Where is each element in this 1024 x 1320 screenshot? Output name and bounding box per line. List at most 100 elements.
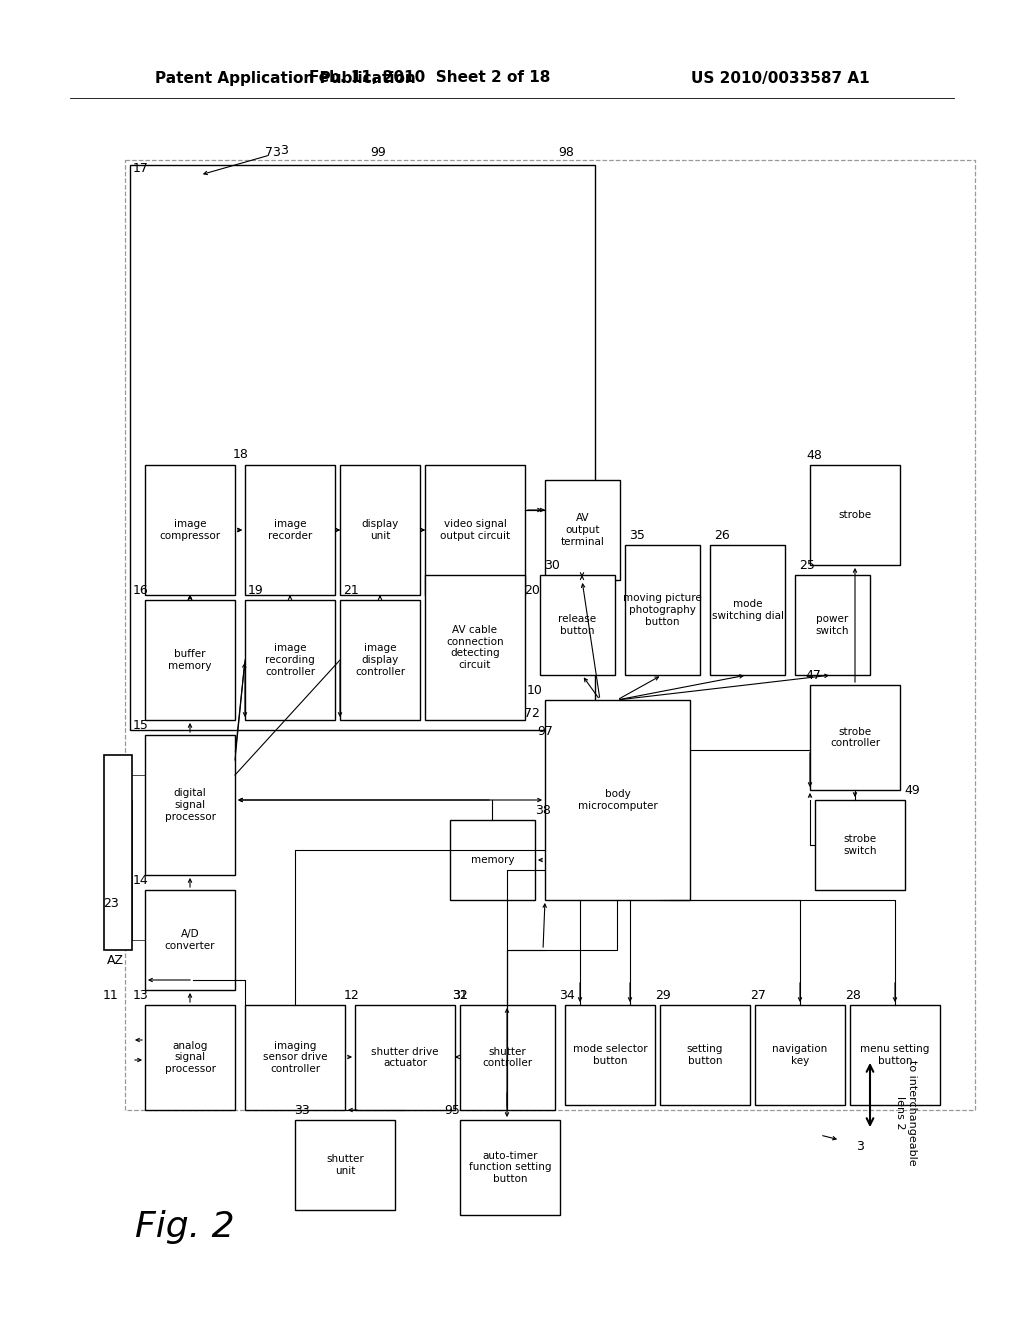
Bar [145, 465, 234, 595]
Text: power
switch: power switch [816, 614, 849, 636]
Text: release
button: release button [558, 614, 597, 636]
Bar [545, 700, 690, 900]
Text: 72: 72 [524, 708, 540, 719]
Text: image
recording
controller: image recording controller [265, 643, 315, 677]
Text: 18: 18 [233, 447, 249, 461]
Bar [340, 601, 420, 719]
Bar [545, 480, 620, 579]
Text: video signal
output circuit: video signal output circuit [440, 519, 510, 541]
Text: 29: 29 [655, 989, 671, 1002]
Text: A/D
converter: A/D converter [165, 929, 215, 950]
Text: 20: 20 [524, 583, 540, 597]
Bar [815, 800, 905, 890]
Text: Feb. 11, 2010  Sheet 2 of 18: Feb. 11, 2010 Sheet 2 of 18 [309, 70, 551, 86]
Text: shutter
controller: shutter controller [482, 1047, 532, 1068]
Bar [245, 601, 335, 719]
Text: auto-timer
function setting
button: auto-timer function setting button [469, 1151, 551, 1184]
Bar [425, 576, 525, 719]
Text: navigation
key: navigation key [772, 1044, 827, 1065]
Bar [145, 601, 234, 719]
Text: image
compressor: image compressor [160, 519, 220, 541]
Bar [565, 1005, 655, 1105]
Text: 14: 14 [133, 874, 148, 887]
Text: 10: 10 [527, 684, 543, 697]
Text: image
display
controller: image display controller [355, 643, 406, 677]
Text: 95: 95 [444, 1104, 460, 1117]
Bar [425, 465, 525, 595]
Bar [145, 1005, 234, 1110]
Bar [850, 1005, 940, 1105]
Text: display
unit: display unit [361, 519, 398, 541]
Text: image
recorder: image recorder [268, 519, 312, 541]
Bar [295, 1119, 395, 1210]
Bar [125, 160, 975, 1110]
Bar [460, 1005, 555, 1110]
Text: 99: 99 [370, 147, 386, 160]
Text: 38: 38 [535, 804, 551, 817]
Text: Fig. 2: Fig. 2 [135, 1210, 234, 1243]
Text: 33: 33 [294, 1104, 309, 1117]
Text: mode selector
button: mode selector button [572, 1044, 647, 1065]
Text: 17: 17 [133, 162, 148, 176]
Text: 28: 28 [845, 989, 861, 1002]
Bar [145, 735, 234, 875]
Bar [810, 465, 900, 565]
Text: 47: 47 [805, 669, 821, 682]
Text: shutter
unit: shutter unit [326, 1154, 364, 1176]
Bar [660, 1005, 750, 1105]
Text: 35: 35 [629, 529, 645, 543]
Text: 31: 31 [452, 989, 468, 1002]
Text: shutter drive
actuator: shutter drive actuator [372, 1047, 438, 1068]
Bar [355, 1005, 455, 1110]
Bar [130, 165, 595, 730]
Text: Patent Application Publication: Patent Application Publication [155, 70, 416, 86]
Text: to interchangeable
lens 2: to interchangeable lens 2 [895, 1060, 916, 1166]
Text: AV cable
connection
detecting
circuit: AV cable connection detecting circuit [446, 626, 504, 671]
Text: imaging
sensor drive
controller: imaging sensor drive controller [263, 1041, 328, 1074]
Text: buffer
memory: buffer memory [168, 649, 212, 671]
Text: body
microcomputer: body microcomputer [578, 789, 657, 810]
Text: 98: 98 [558, 147, 573, 160]
Text: 23: 23 [103, 898, 119, 909]
Text: 11: 11 [103, 989, 119, 1002]
Text: 32: 32 [452, 989, 468, 1002]
Text: AV
output
terminal: AV output terminal [560, 513, 604, 546]
Text: 15: 15 [133, 719, 148, 733]
Text: 73: 73 [265, 147, 281, 160]
Bar [145, 890, 234, 990]
Text: AZ: AZ [106, 953, 124, 966]
Text: US 2010/0033587 A1: US 2010/0033587 A1 [691, 70, 870, 86]
Bar [795, 576, 870, 675]
Text: memory: memory [471, 855, 514, 865]
Text: mode
switching dial: mode switching dial [712, 599, 783, 620]
Text: setting
button: setting button [687, 1044, 723, 1065]
Text: strobe: strobe [839, 510, 871, 520]
Text: 3: 3 [280, 144, 288, 157]
Text: 97: 97 [537, 725, 553, 738]
Bar [540, 576, 615, 675]
Text: analog
signal
processor: analog signal processor [165, 1041, 215, 1074]
Text: 19: 19 [248, 583, 264, 597]
Bar [245, 1005, 345, 1110]
Text: moving picture
photography
button: moving picture photography button [624, 594, 701, 627]
Text: 3: 3 [856, 1140, 864, 1152]
Text: strobe
controller: strobe controller [829, 727, 880, 748]
Text: 34: 34 [559, 989, 574, 1002]
Text: 25: 25 [799, 558, 815, 572]
Text: 12: 12 [344, 989, 359, 1002]
Bar [625, 545, 700, 675]
Bar [340, 465, 420, 595]
Bar [810, 685, 900, 789]
Text: 26: 26 [714, 529, 730, 543]
Text: 13: 13 [133, 989, 148, 1002]
Bar [450, 820, 535, 900]
Bar [755, 1005, 845, 1105]
Bar [710, 545, 785, 675]
Text: digital
signal
processor: digital signal processor [165, 788, 215, 821]
Text: 16: 16 [133, 583, 148, 597]
Bar [460, 1119, 560, 1214]
Text: 48: 48 [806, 449, 822, 462]
Text: strobe
switch: strobe switch [843, 834, 877, 855]
Bar [245, 465, 335, 595]
Text: 49: 49 [904, 784, 920, 797]
